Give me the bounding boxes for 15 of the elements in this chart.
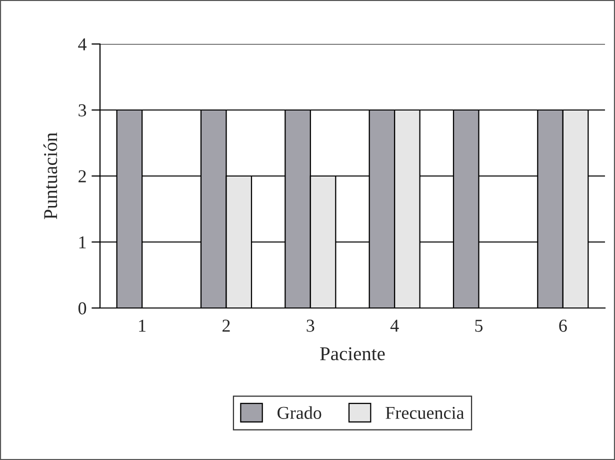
legend-label: Frecuencia	[386, 406, 464, 419]
y-tick-label: 2	[78, 170, 86, 182]
y-axis-title: Puntuación	[43, 132, 58, 220]
x-tick-label: 4	[390, 320, 399, 332]
x-axis-title: Paciente	[320, 347, 385, 360]
y-tick-label: 3	[78, 104, 86, 116]
x-tick-label: 3	[306, 320, 314, 332]
y-tick-label: 4	[78, 38, 87, 50]
x-tick-label: 5	[475, 320, 483, 332]
y-tick-label: 0	[78, 302, 86, 314]
y-tick-label: 1	[79, 236, 86, 248]
x-tick-label: 1	[139, 320, 146, 332]
legend-label: Grado	[278, 406, 322, 419]
x-tick-label: 2	[222, 320, 230, 332]
x-tick-label: 6	[559, 320, 567, 332]
